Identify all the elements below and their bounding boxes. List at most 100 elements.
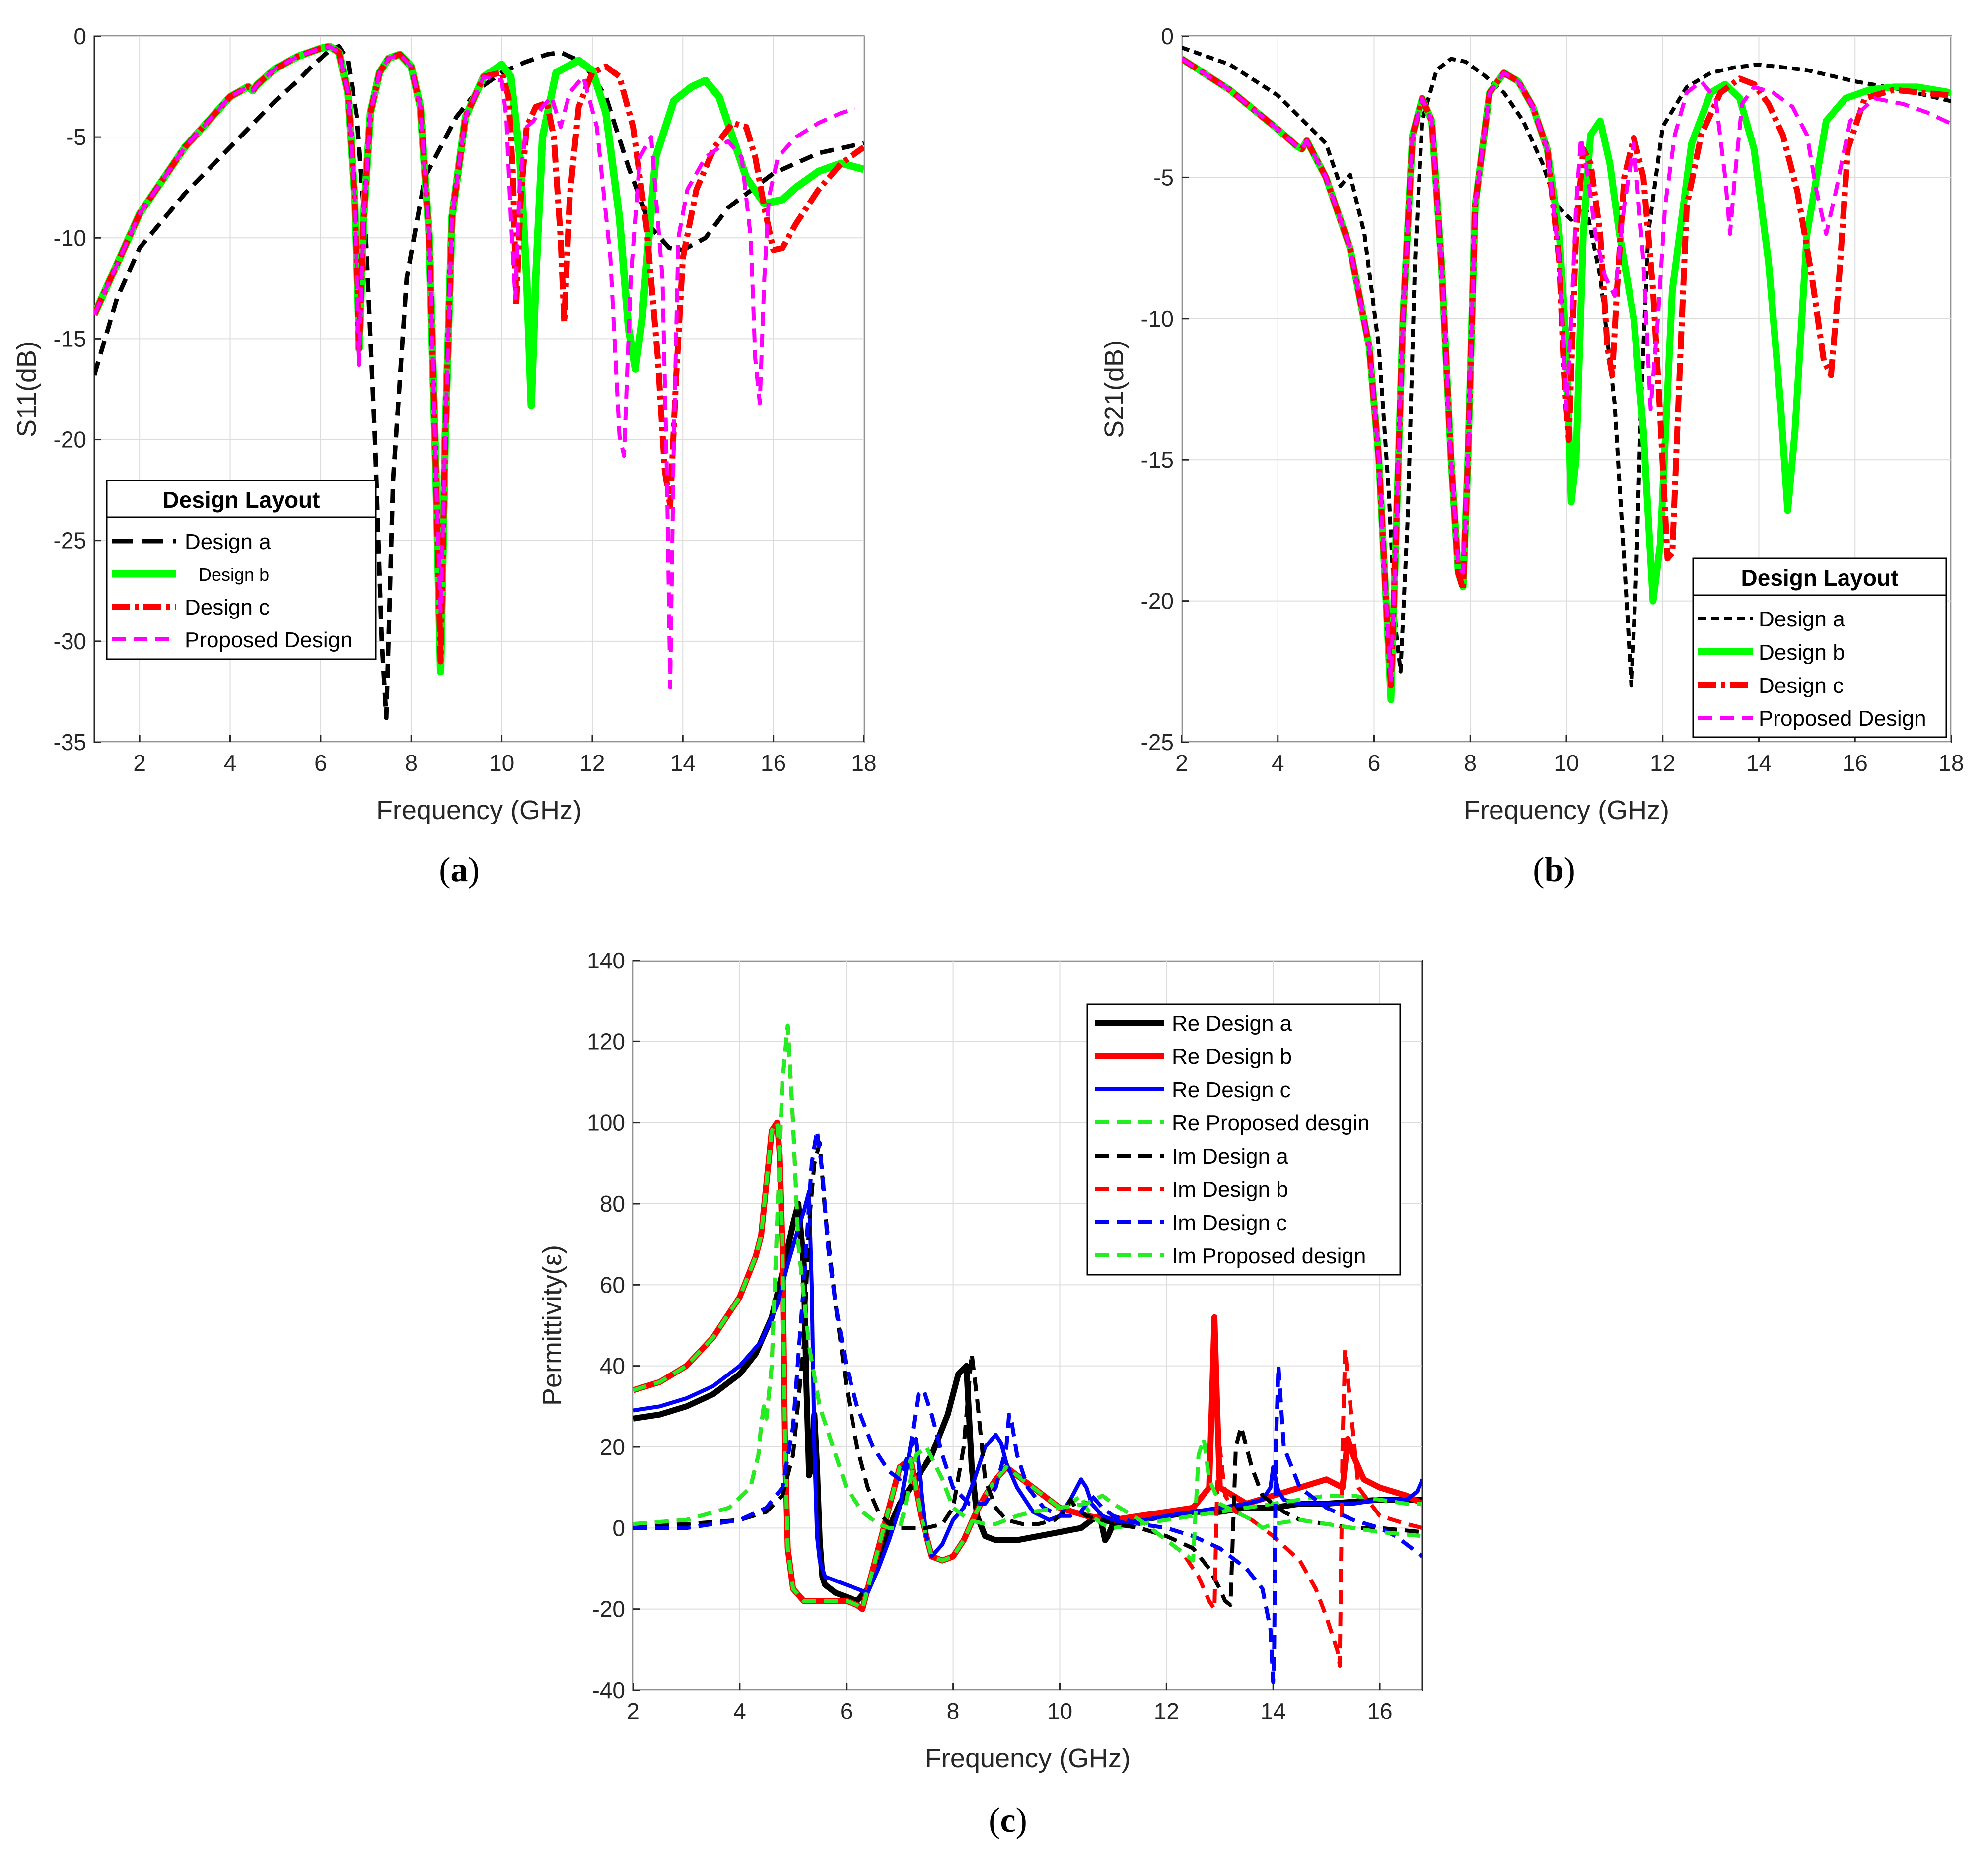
chart-c: 2 4 6 8 10 12 14 16 -40 -20 0 20 40 60 80 100 120 140 Fre… xyxy=(537,948,1423,1840)
chart-b-xlabel: Frequency (GHz) xyxy=(1464,795,1669,825)
chart-a-legend-box xyxy=(106,480,377,660)
chart-c-xtick-label-6: 14 xyxy=(1261,1698,1286,1724)
chart-c-grid xyxy=(633,960,1422,1691)
chart-b-xtick-label-0: 2 xyxy=(1175,750,1188,776)
chart-c-xtick-label-2: 6 xyxy=(840,1698,853,1724)
chart-c-ytick-label-6: 80 xyxy=(600,1191,625,1217)
chart-a: 2 4 6 8 10 12 14 16 18 -35 -30 -25 -20 -15 -10 -5 0 Freq… xyxy=(12,23,877,889)
chart-c-legend-label-re-b: Re Design b xyxy=(1172,1044,1292,1069)
chart-c-series-re-design-c xyxy=(633,1189,1422,1595)
chart-b-xtick-label-8: 18 xyxy=(1938,750,1964,776)
chart-b-series xyxy=(1182,46,1951,703)
chart-b-legend-label-b: Design b xyxy=(1759,640,1845,665)
chart-c-legend-box xyxy=(1086,1003,1401,1276)
chart-a-xtick-label-1: 4 xyxy=(224,750,237,776)
chart-a-legend-label-proposed: Proposed Design xyxy=(185,628,353,652)
chart-b-ylabel: S21(dB) xyxy=(1099,340,1129,438)
chart-c-ytick-label-9: 140 xyxy=(587,948,625,973)
chart-b-xtick-label-3: 8 xyxy=(1464,750,1477,776)
chart-c-ytick-label-4: 40 xyxy=(600,1353,625,1379)
chart-b-legend-label-a: Design a xyxy=(1759,607,1845,631)
chart-a-ytick-label-6: -5 xyxy=(66,124,86,150)
chart-a-xtick-label-7: 16 xyxy=(761,750,786,776)
chart-c-ytick-label-8: 120 xyxy=(587,1029,625,1054)
chart-b-xtick-label-5: 12 xyxy=(1650,750,1675,776)
chart-a-legend-label-c: Design c xyxy=(185,595,270,619)
chart-c-xtick-label-5: 12 xyxy=(1154,1698,1179,1724)
chart-b-ticks: 2 4 6 8 10 12 14 16 18 -25 -20 -15 -10 -5 0 xyxy=(1141,23,1964,776)
chart-c-panel-label: (c) xyxy=(989,1801,1027,1840)
chart-a-xtick-label-8: 18 xyxy=(851,750,876,776)
chart-a-ytick-label-0: -35 xyxy=(54,729,86,755)
chart-c-ytick-label-7: 100 xyxy=(587,1110,625,1136)
chart-b-ytick-label-2: -15 xyxy=(1141,447,1174,473)
chart-a-xtick-label-2: 6 xyxy=(314,750,327,776)
chart-a-series xyxy=(94,42,864,720)
chart-b-xtick-label-7: 16 xyxy=(1843,750,1868,776)
chart-a-legend-label-b: Design b xyxy=(199,564,269,585)
chart-a-ticks: 2 4 6 8 10 12 14 16 18 -35 -30 -25 -20 -15 -10 -5 0 xyxy=(54,23,877,776)
chart-c-ticks: 2 4 6 8 10 12 14 16 -40 -20 0 20 40 60 80 100 120 140 xyxy=(587,948,1392,1724)
chart-a-xtick-label-4: 10 xyxy=(489,750,514,776)
chart-a-ytick-label-3: -20 xyxy=(54,427,86,453)
chart-c-xtick-label-0: 2 xyxy=(627,1698,639,1724)
chart-b-xtick-label-6: 14 xyxy=(1746,750,1772,776)
chart-b-ytick-label-3: -10 xyxy=(1141,306,1174,332)
chart-b-legend-label-proposed: Proposed Design xyxy=(1759,706,1926,731)
chart-c-legend-label-re-c: Re Design c xyxy=(1172,1078,1291,1102)
chart-c-xtick-label-1: 4 xyxy=(733,1698,746,1724)
chart-b-legend: Design Layout Design a Design b Design c… xyxy=(1692,557,1947,738)
chart-b-ytick-label-4: -5 xyxy=(1153,164,1174,190)
chart-a-legend-label-a: Design a xyxy=(185,530,271,554)
chart-a-ytick-label-4: -15 xyxy=(54,326,86,351)
chart-b-xtick-label-1: 4 xyxy=(1272,750,1284,776)
chart-b-xtick-label-4: 10 xyxy=(1554,750,1579,776)
chart-c-xtick-label-4: 10 xyxy=(1047,1698,1072,1724)
chart-a-ytick-label-1: -30 xyxy=(54,628,86,654)
chart-c-ylabel: Permittivity(ε) xyxy=(537,1245,567,1406)
chart-a-legend-title: Design Layout xyxy=(163,487,320,513)
chart-b-series-proposed-design xyxy=(1182,57,1951,682)
chart-c-xtick-label-7: 16 xyxy=(1367,1698,1392,1724)
chart-a-xtick-label-3: 8 xyxy=(405,750,418,776)
chart-a-xtick-label-5: 12 xyxy=(579,750,605,776)
chart-b-legend-box xyxy=(1692,557,1947,738)
chart-b-ytick-label-1: -20 xyxy=(1141,588,1174,614)
chart-a-series-design-a xyxy=(94,44,864,720)
chart-c-legend-label-re-proposed: Re Proposed desgin xyxy=(1172,1111,1370,1135)
chart-a-legend: Design Layout Design a Design b Design c… xyxy=(106,480,377,660)
chart-c-legend-label-im-a: Im Design a xyxy=(1172,1144,1288,1168)
chart-c-ytick-label-3: 20 xyxy=(600,1434,625,1460)
chart-c-legend-label-re-a: Re Design a xyxy=(1172,1011,1292,1035)
chart-c-series-im-proposed-design xyxy=(633,1023,1422,1563)
chart-a-panel-label: (a) xyxy=(439,851,480,889)
chart-b-ytick-label-5: 0 xyxy=(1161,23,1174,49)
chart-b-ytick-label-0: -25 xyxy=(1141,729,1174,755)
chart-a-ytick-label-2: -25 xyxy=(54,528,86,553)
chart-c-ytick-label-5: 60 xyxy=(600,1272,625,1298)
chart-b-panel-label: (b) xyxy=(1533,851,1575,889)
chart-b: 2 4 6 8 10 12 14 16 18 -25 -20 -15 -10 -5 0 Frequency … xyxy=(1099,23,1964,889)
chart-c-xlabel: Frequency (GHz) xyxy=(925,1743,1131,1773)
chart-a-ytick-label-5: -10 xyxy=(54,225,86,251)
chart-c-ytick-label-1: -20 xyxy=(592,1596,625,1622)
chart-a-xtick-label-0: 2 xyxy=(133,750,146,776)
chart-b-xtick-label-2: 6 xyxy=(1368,750,1381,776)
chart-c-ytick-label-0: -40 xyxy=(592,1677,625,1703)
chart-a-ytick-label-7: 0 xyxy=(73,23,86,49)
chart-a-series-proposed-design xyxy=(94,44,855,690)
chart-a-xtick-label-6: 14 xyxy=(670,750,696,776)
chart-b-series-design-a xyxy=(1182,46,1951,688)
chart-c-legend: Re Design a Re Design b Re Design c Re P… xyxy=(1086,1003,1401,1276)
chart-b-legend-title: Design Layout xyxy=(1741,565,1899,591)
chart-b-legend-label-c: Design c xyxy=(1759,674,1844,698)
chart-c-xtick-label-3: 8 xyxy=(947,1698,960,1724)
chart-c-series xyxy=(633,1023,1422,1684)
chart-c-legend-label-im-b: Im Design b xyxy=(1172,1177,1288,1202)
chart-c-series-im-design-c xyxy=(633,1129,1422,1684)
chart-c-legend-label-im-c: Im Design c xyxy=(1172,1211,1287,1235)
chart-a-ylabel: S11(dB) xyxy=(12,341,42,437)
chart-c-ytick-label-2: 0 xyxy=(612,1515,625,1541)
chart-c-legend-label-im-proposed: Im Proposed design xyxy=(1172,1244,1366,1268)
